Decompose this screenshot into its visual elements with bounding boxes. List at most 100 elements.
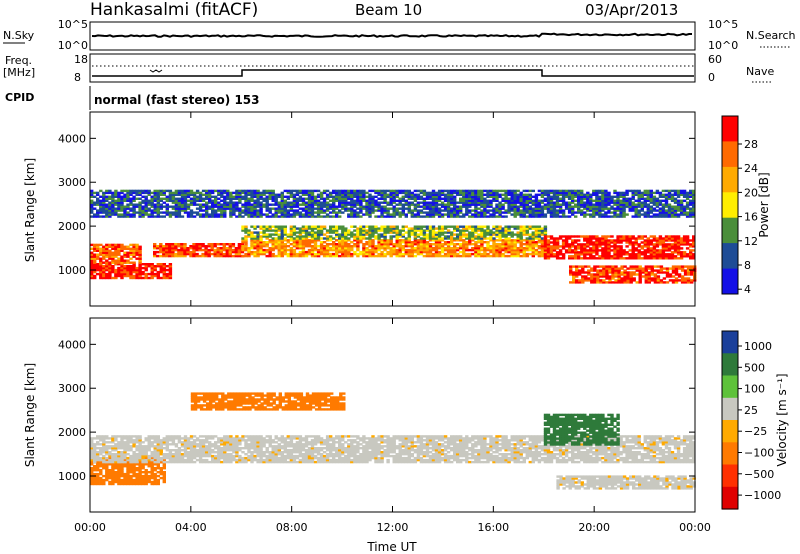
- scatter-cell: [99, 472, 103, 476]
- scatter-cell: [183, 243, 187, 246]
- scatter-cell: [546, 243, 551, 246]
- scatter-cell: [604, 241, 608, 244]
- scatter-cell: [628, 201, 632, 204]
- scatter-cell: [465, 195, 469, 198]
- scatter-cell: [513, 201, 517, 204]
- scatter-cell: [422, 201, 427, 204]
- scatter-cell: [132, 249, 136, 252]
- scatter-cell: [528, 252, 532, 256]
- scatter-cell: [419, 195, 424, 198]
- scatter-cell: [244, 237, 248, 240]
- scatter-cell: [90, 463, 94, 466]
- scatter-cell: [298, 215, 303, 218]
- scatter-cell: [486, 215, 490, 218]
- scatter-cell: [99, 469, 103, 472]
- scatter-cell: [241, 203, 245, 206]
- scatter-cell: [555, 205, 560, 208]
- scatter-cell: [183, 250, 187, 254]
- scatter-cell: [96, 463, 100, 466]
- scatter-cell: [440, 213, 445, 216]
- scatter-cell: [347, 239, 351, 242]
- scatter-cell: [564, 205, 569, 208]
- scatter-cell: [552, 253, 557, 256]
- scatter-cell: [507, 197, 511, 200]
- scatter-cell: [623, 273, 627, 276]
- scatter-cell: [262, 189, 266, 193]
- scatter-cell: [443, 225, 448, 228]
- scatter-cell: [153, 268, 157, 272]
- scatter-cell: [537, 239, 542, 242]
- scatter-cell: [498, 225, 502, 228]
- scatter-cell: [610, 245, 614, 248]
- scatter-cell: [519, 239, 523, 242]
- scatter-cell: [422, 193, 427, 196]
- scatter-cell: [604, 239, 608, 242]
- scatter-cell: [516, 201, 520, 204]
- scatter-cell: [428, 233, 433, 236]
- scatter-cell: [374, 191, 378, 195]
- scatter-cell: [664, 239, 669, 242]
- scatter-cell: [201, 215, 206, 218]
- scatter-cell: [552, 193, 557, 196]
- scatter-cell: [153, 245, 157, 248]
- scatter-cell: [289, 215, 294, 218]
- scatter-cell: [141, 209, 145, 212]
- scatter-cell: [601, 203, 605, 206]
- scatter-cell: [96, 199, 100, 202]
- scatter-cell: [329, 225, 333, 228]
- scatter-cell: [114, 259, 118, 262]
- scatter-cell: [374, 201, 378, 204]
- scatter-cell: [601, 235, 605, 238]
- scatter-cell: [123, 265, 127, 268]
- scatter-cell: [356, 241, 360, 244]
- scatter-cell: [689, 199, 693, 202]
- scatter-cell: [601, 193, 605, 196]
- scatter-cell: [474, 248, 478, 252]
- scatter-cell: [159, 263, 163, 266]
- scatter-cell: [516, 189, 520, 193]
- scatter-cell: [380, 229, 384, 232]
- scatter-cell: [468, 203, 472, 206]
- scatter-cell: [93, 201, 97, 204]
- scatter-cell: [580, 201, 584, 204]
- scatter-cell: [138, 268, 142, 272]
- scatter-cell: [213, 252, 217, 256]
- scatter-cell: [419, 191, 424, 195]
- scatter-cell: [416, 247, 421, 250]
- scatter-cell: [241, 195, 245, 198]
- scatter-cell: [383, 248, 387, 252]
- scatter-cell: [356, 233, 360, 236]
- scatter-cell: [537, 237, 542, 240]
- scatter-cell: [189, 203, 194, 206]
- scatter-cell: [652, 239, 657, 242]
- scatter-cell: [268, 227, 272, 230]
- scatter-cell: [516, 233, 520, 236]
- scatter-cell: [443, 243, 448, 246]
- scatter-cell: [277, 233, 281, 236]
- scatter-cell: [446, 203, 451, 206]
- scatter-cell: [223, 205, 227, 208]
- scatter-cell: [229, 205, 233, 208]
- scatter-cell: [232, 213, 236, 216]
- scatter-cell: [223, 195, 227, 198]
- scatter-cell: [295, 209, 300, 212]
- scatter-cell: [383, 227, 387, 230]
- scatter-cell: [446, 201, 451, 204]
- scatter-cell: [168, 248, 172, 252]
- scatter-cell: [656, 279, 661, 282]
- scatter-cell: [416, 213, 421, 216]
- scatter-cell: [147, 201, 151, 204]
- scatter-cell: [386, 225, 390, 228]
- scatter-cell: [605, 269, 609, 272]
- scatter-cell: [649, 215, 653, 218]
- scatter-cell: [256, 203, 260, 206]
- scatter-cell: [123, 205, 127, 208]
- scatter-cell: [593, 277, 597, 280]
- scatter-cell: [204, 252, 208, 256]
- scatter-cell: [602, 267, 606, 270]
- scatter-cell: [341, 201, 345, 204]
- scatter-cell: [419, 239, 424, 242]
- scatter-cell: [304, 245, 309, 248]
- scatter-cell: [607, 257, 611, 260]
- scatter-cell: [489, 199, 493, 202]
